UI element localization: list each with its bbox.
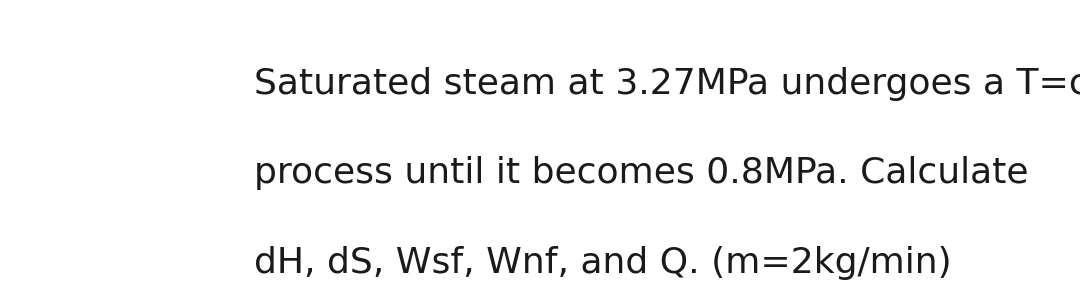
Text: process until it becomes 0.8MPa. Calculate: process until it becomes 0.8MPa. Calcula… [254,156,1028,190]
Text: dH, dS, Wsf, Wnf, and Q. (m=2kg/min): dH, dS, Wsf, Wnf, and Q. (m=2kg/min) [254,246,951,280]
Text: Saturated steam at 3.27MPa undergoes a T=c: Saturated steam at 3.27MPa undergoes a T… [254,67,1080,101]
